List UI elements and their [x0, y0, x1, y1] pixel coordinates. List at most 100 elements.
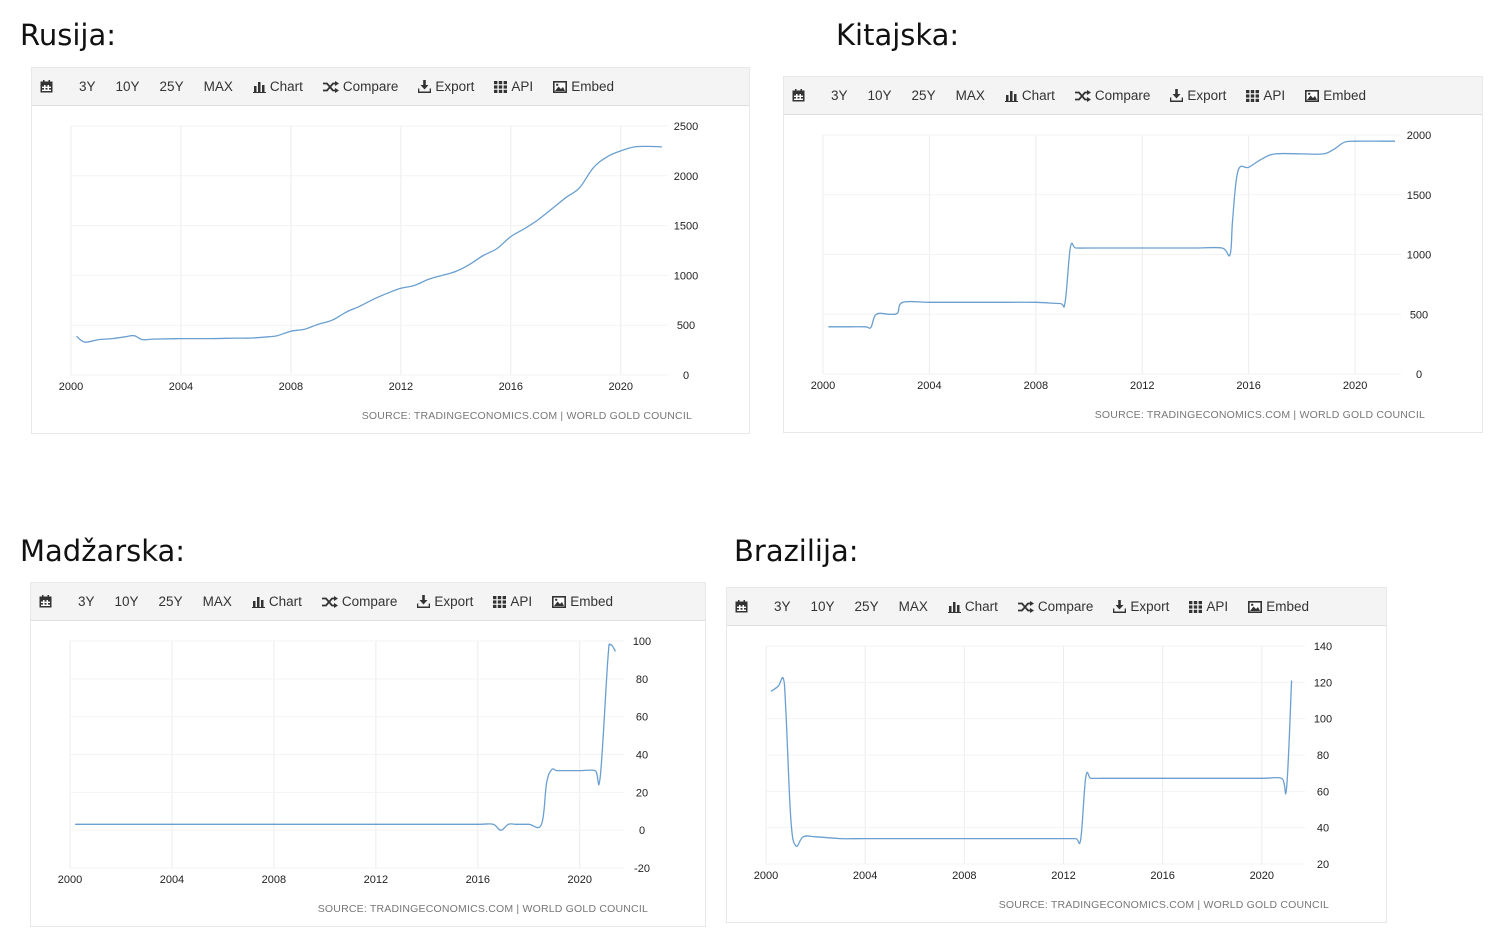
toolbar-label: Embed: [570, 594, 613, 609]
x-tick-label: 2004: [853, 870, 877, 882]
toolbar-25y-button[interactable]: 25Y: [912, 88, 936, 103]
toolbar-label: Export: [434, 594, 474, 609]
series-line: [828, 140, 1396, 329]
toolbar-10y-button[interactable]: 10Y: [811, 599, 835, 614]
toolbar-label: API: [510, 594, 533, 609]
toolbar-compare-button[interactable]: Compare: [1074, 88, 1151, 103]
x-tick-label: 2000: [58, 874, 82, 886]
toolbar-export-button[interactable]: Export: [1113, 599, 1169, 614]
toolbar-label: Export: [1130, 599, 1170, 614]
toolbar-label: 10Y: [114, 594, 139, 609]
toolbar-label: Compare: [1094, 88, 1151, 103]
y-tick-label: 500: [1410, 309, 1428, 321]
country-title-hungary: Madžarska:: [20, 534, 186, 568]
x-tick-label: 2016: [1150, 870, 1174, 882]
toolbar-label: 3Y: [78, 594, 95, 609]
toolbar-max-button[interactable]: MAX: [956, 88, 985, 103]
toolbar-3y-button[interactable]: 3Y: [78, 594, 95, 609]
toolbar-25y-button[interactable]: 25Y: [159, 594, 183, 609]
toolbar-10y-button[interactable]: 10Y: [115, 594, 139, 609]
chart-panel-hungary: 3Y 10Y 25Y MAX Chart Compare Export API Embed 200…: [30, 582, 706, 927]
export-icon: [1170, 89, 1187, 102]
toolbar-max-button[interactable]: MAX: [203, 594, 232, 609]
toolbar-max-button[interactable]: MAX: [204, 79, 233, 94]
embed-icon: [552, 595, 570, 608]
x-tick-label: 2008: [279, 381, 303, 393]
series-line: [770, 677, 1293, 848]
calendar-icon[interactable]: [792, 89, 809, 102]
y-tick-label: 2500: [674, 121, 698, 133]
toolbar-3y-button[interactable]: 3Y: [831, 88, 848, 103]
y-tick-label: 500: [677, 320, 695, 332]
toolbar-label: API: [1263, 88, 1286, 103]
export-icon: [418, 80, 435, 93]
y-tick-label: 2000: [1407, 130, 1431, 142]
x-tick-label: 2008: [262, 874, 286, 886]
x-tick-label: 2000: [754, 870, 778, 882]
source-attribution: SOURCE: TRADINGECONOMICS.COM | WORLD GOL…: [318, 903, 648, 915]
toolbar-chart-button[interactable]: Chart: [251, 594, 302, 609]
toolbar-25y-button[interactable]: 25Y: [160, 79, 184, 94]
toolbar-compare-button[interactable]: Compare: [322, 79, 399, 94]
toolbar-chart-button[interactable]: Chart: [947, 599, 998, 614]
toolbar-embed-button[interactable]: Embed: [552, 594, 613, 609]
toolbar-api-button[interactable]: API: [494, 79, 533, 94]
toolbar-label: Compare: [341, 594, 398, 609]
y-tick-label: 20: [1317, 859, 1329, 871]
y-tick-label: 60: [1317, 786, 1329, 798]
toolbar-api-button[interactable]: API: [1189, 599, 1228, 614]
toolbar-compare-button[interactable]: Compare: [321, 594, 398, 609]
series-line: [75, 643, 617, 831]
toolbar-label: API: [511, 79, 534, 94]
calendar-icon[interactable]: [40, 80, 57, 93]
toolbar-compare-button[interactable]: Compare: [1017, 599, 1094, 614]
calendar-icon[interactable]: [735, 600, 752, 613]
toolbar-label: Compare: [342, 79, 399, 94]
x-tick-label: 2012: [364, 874, 388, 886]
toolbar-label: Compare: [1037, 599, 1094, 614]
toolbar-label: 25Y: [911, 88, 936, 103]
export-icon: [1113, 600, 1130, 613]
toolbar-chart-button[interactable]: Chart: [252, 79, 303, 94]
toolbar-api-button[interactable]: API: [493, 594, 532, 609]
toolbar-10y-button[interactable]: 10Y: [116, 79, 140, 94]
y-tick-label: 100: [633, 636, 651, 648]
chart-panel-brazil: 3Y 10Y 25Y MAX Chart Compare Export API Embed 200…: [726, 587, 1387, 923]
x-tick-label: 2012: [1130, 380, 1154, 392]
toolbar-embed-button[interactable]: Embed: [1248, 599, 1309, 614]
compare-icon: [1017, 600, 1038, 613]
line-chart: 2000 2004 2008 2012 2016 2020 0 500 1000 1500 2000…: [811, 130, 1431, 421]
toolbar-export-button[interactable]: Export: [418, 79, 474, 94]
calendar-icon[interactable]: [39, 595, 56, 608]
toolbar-label: Chart: [964, 599, 998, 614]
toolbar-label: Embed: [1266, 599, 1309, 614]
y-tick-label: 0: [639, 825, 645, 837]
line-chart: 2000 2004 2008 2012 2016 20202040608010012014…: [754, 641, 1332, 911]
toolbar-25y-button[interactable]: 25Y: [855, 599, 879, 614]
api-icon: [493, 595, 510, 608]
x-tick-label: 2020: [1343, 380, 1367, 392]
y-tick-label: 0: [683, 370, 689, 382]
toolbar-api-button[interactable]: API: [1246, 88, 1285, 103]
api-icon: [1246, 89, 1263, 102]
x-tick-label: 2000: [811, 380, 835, 392]
toolbar-max-button[interactable]: MAX: [899, 599, 928, 614]
chart-toolbar: 3Y 10Y 25Y MAX Chart Compare Export API Embed: [31, 583, 705, 621]
toolbar-3y-button[interactable]: 3Y: [79, 79, 96, 94]
toolbar-label: MAX: [898, 599, 928, 614]
source-attribution: SOURCE: TRADINGECONOMICS.COM | WORLD GOL…: [999, 899, 1329, 911]
toolbar-export-button[interactable]: Export: [417, 594, 473, 609]
toolbar-embed-button[interactable]: Embed: [553, 79, 614, 94]
toolbar-label: Chart: [269, 79, 303, 94]
toolbar-3y-button[interactable]: 3Y: [774, 599, 791, 614]
toolbar-embed-button[interactable]: Embed: [1305, 88, 1366, 103]
toolbar-chart-button[interactable]: Chart: [1004, 88, 1055, 103]
chart-icon: [251, 596, 269, 608]
source-attribution: SOURCE: TRADINGECONOMICS.COM | WORLD GOL…: [362, 410, 692, 422]
toolbar-export-button[interactable]: Export: [1170, 88, 1226, 103]
embed-icon: [553, 80, 571, 93]
line-chart: 2000 2004 2008 2012 2016 2020 0 500 1000 1500 2000…: [59, 121, 698, 422]
y-tick-label: 1500: [674, 221, 698, 233]
toolbar-10y-button[interactable]: 10Y: [868, 88, 892, 103]
y-tick-label: 40: [636, 750, 648, 762]
